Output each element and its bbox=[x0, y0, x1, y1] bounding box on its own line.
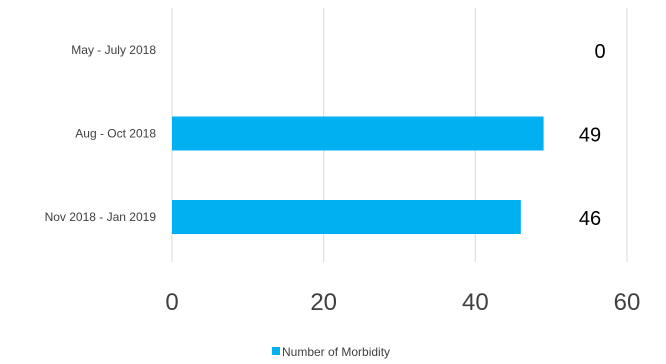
category-labels: May - July 2018 Aug - Oct 2018 Nov 2018 - … bbox=[45, 43, 157, 224]
legend: Number of Morbidity bbox=[272, 345, 390, 359]
category-label-2: Nov 2018 - Jan 2019 bbox=[45, 210, 157, 224]
tick-label-20: 20 bbox=[310, 289, 337, 316]
data-labels: 0 49 46 bbox=[579, 41, 606, 230]
legend-label: Number of Morbidity bbox=[282, 345, 390, 359]
category-label-1: Aug - Oct 2018 bbox=[75, 127, 156, 141]
data-label-1: 49 bbox=[579, 125, 601, 147]
data-label-0: 0 bbox=[594, 41, 605, 63]
legend-swatch bbox=[272, 347, 280, 355]
tick-label-0: 0 bbox=[165, 289, 178, 316]
tick-label-40: 40 bbox=[462, 289, 489, 316]
bar-2 bbox=[172, 200, 521, 234]
tick-label-60: 60 bbox=[614, 289, 641, 316]
bar-1 bbox=[172, 116, 544, 151]
x-axis-tick-labels: 0 20 40 60 bbox=[165, 289, 640, 316]
bars bbox=[172, 116, 544, 234]
data-label-2: 46 bbox=[579, 208, 601, 230]
category-label-0: May - July 2018 bbox=[71, 43, 156, 57]
